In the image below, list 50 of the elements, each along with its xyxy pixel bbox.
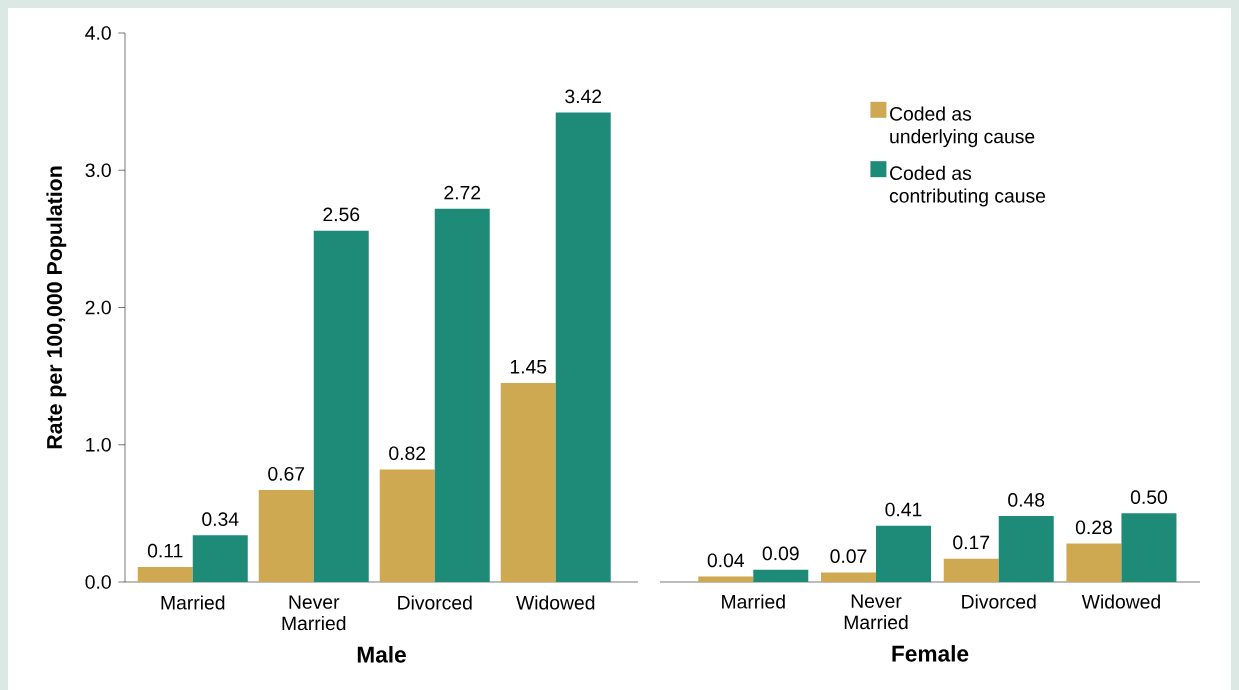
x-tick-label: Widowed bbox=[1081, 594, 1160, 609]
bar bbox=[1121, 513, 1177, 582]
bar bbox=[876, 525, 932, 582]
bar bbox=[137, 566, 193, 582]
bar bbox=[192, 535, 248, 582]
y-tick-label: 4.0 bbox=[85, 26, 111, 40]
data-label: 0.50 bbox=[1130, 490, 1168, 504]
bar bbox=[258, 490, 314, 582]
bar bbox=[313, 230, 369, 582]
x-tick-label: Married bbox=[161, 595, 225, 610]
data-label: 0.67 bbox=[268, 466, 305, 481]
bar bbox=[998, 516, 1054, 582]
bar bbox=[434, 208, 490, 582]
y-tick-label: 0.0 bbox=[85, 575, 111, 589]
bar bbox=[379, 469, 435, 582]
y-tick-label: 3.0 bbox=[85, 163, 111, 178]
data-label: 1.45 bbox=[510, 360, 547, 374]
x-tick-label: Never Married bbox=[282, 595, 346, 631]
data-label: 0.41 bbox=[885, 502, 922, 517]
data-label: 0.82 bbox=[389, 446, 426, 461]
data-label: 2.72 bbox=[444, 185, 481, 200]
bar bbox=[555, 112, 611, 582]
data-label: 0.48 bbox=[1008, 493, 1045, 507]
bar bbox=[943, 558, 999, 582]
bar bbox=[698, 576, 754, 582]
data-label: 0.11 bbox=[147, 543, 183, 558]
y-tick-label: 2.0 bbox=[85, 300, 111, 315]
data-label: 0.34 bbox=[202, 512, 239, 526]
data-label: 0.17 bbox=[953, 535, 990, 550]
data-label: 3.42 bbox=[565, 89, 602, 104]
x-tick-label: Never Married bbox=[844, 594, 908, 630]
data-label: 0.09 bbox=[762, 546, 799, 561]
bar bbox=[753, 569, 809, 582]
x-tick-label: Divorced bbox=[398, 595, 472, 610]
x-tick-label: Married bbox=[722, 594, 785, 609]
data-label: 0.28 bbox=[1075, 520, 1112, 535]
bar bbox=[500, 382, 556, 582]
x-tick-label: Divorced bbox=[962, 594, 1036, 609]
x-axis-title: Female bbox=[892, 645, 969, 662]
bar bbox=[821, 572, 876, 582]
y-axis-title: Rate per 100,000 Population bbox=[46, 166, 67, 449]
legend-label: Coded as contributing cause bbox=[889, 165, 1046, 207]
bar bbox=[1066, 543, 1122, 582]
x-axis-title: Male bbox=[357, 646, 406, 663]
y-tick-label: 1.0 bbox=[86, 437, 111, 452]
legend-label: Coded as underlying cause bbox=[890, 106, 1035, 148]
data-label: 2.56 bbox=[323, 207, 360, 222]
data-label: 0.04 bbox=[707, 553, 745, 568]
x-tick-label: Widowed bbox=[516, 595, 595, 610]
data-label: 0.07 bbox=[830, 549, 867, 564]
